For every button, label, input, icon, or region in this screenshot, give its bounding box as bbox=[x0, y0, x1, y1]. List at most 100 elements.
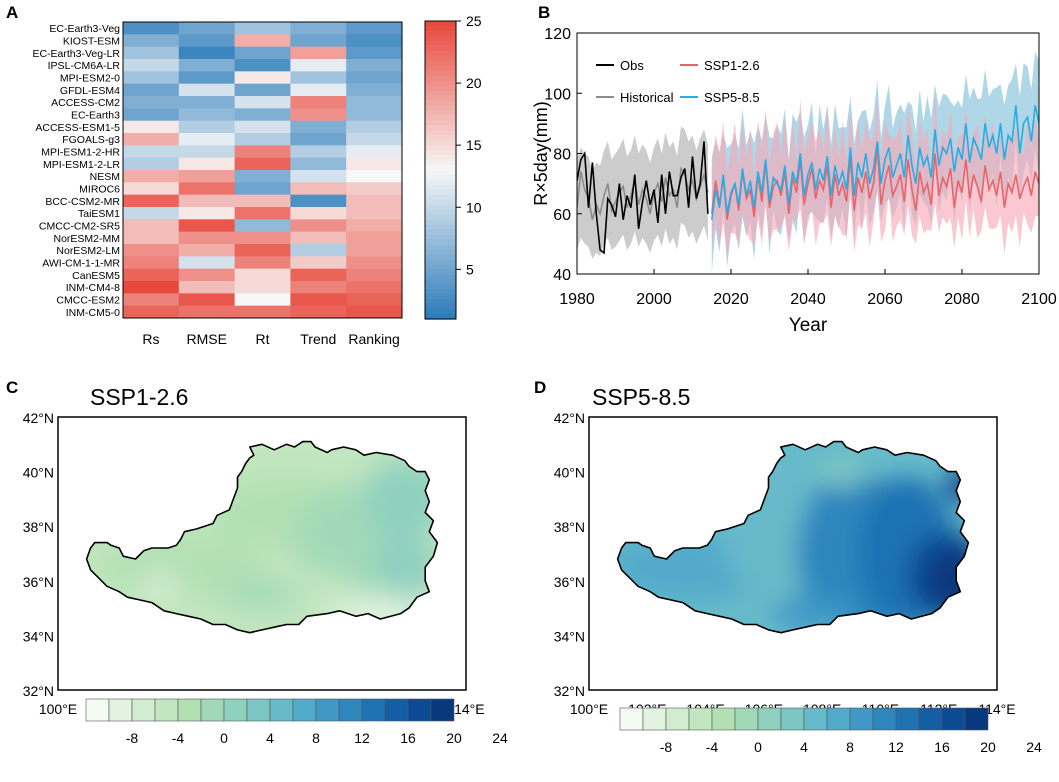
heatmap-cell bbox=[346, 96, 403, 109]
y-tick-label: 40 bbox=[553, 267, 571, 284]
heatmap-cell bbox=[234, 207, 291, 220]
latitude-label: 32°N bbox=[554, 683, 585, 699]
map-colorbar-box bbox=[803, 707, 828, 731]
heatmap-cell bbox=[178, 108, 236, 122]
heatmap-cell bbox=[346, 219, 403, 233]
heatmap-cell bbox=[178, 83, 236, 97]
heatmap-cell bbox=[123, 207, 180, 220]
longitude-label: 100°E bbox=[570, 701, 608, 717]
ssp585-line bbox=[711, 105, 1039, 220]
heatmap-cell bbox=[234, 305, 291, 319]
map-colorbar-box bbox=[849, 707, 874, 731]
heatmap-cell bbox=[290, 170, 347, 183]
heatmap-cell bbox=[178, 231, 236, 245]
heatmap-cell bbox=[290, 96, 347, 109]
map-colorbar-label: 4 bbox=[266, 730, 274, 746]
heatmap-cell bbox=[234, 293, 291, 307]
heatmap-cell bbox=[234, 231, 291, 245]
timeseries-panel: 1980 2000 2020 2040 2060 2080 2100 40 60 80 100 120… bbox=[531, 26, 1057, 336]
heatmap-cell bbox=[234, 256, 291, 270]
heatmap-cell bbox=[290, 108, 347, 122]
heatmap-cell bbox=[346, 120, 403, 134]
heatmap-cell bbox=[178, 281, 236, 294]
heatmap-row-label: CMCC-ESM2 bbox=[56, 295, 120, 307]
map-colorbar-box bbox=[430, 698, 455, 722]
map-colorbar-label: -4 bbox=[172, 730, 185, 746]
heatmap-cell bbox=[123, 305, 180, 319]
heatmap-cell bbox=[290, 219, 347, 233]
colorbar-segment bbox=[425, 125, 456, 131]
heatmap-row-label: MIROC6 bbox=[79, 184, 120, 196]
map-colorbar-box bbox=[131, 698, 156, 722]
heatmap-row-label: MPI-ESM2-0 bbox=[60, 73, 120, 85]
heatmap-cell bbox=[346, 231, 403, 245]
heatmap-cell bbox=[346, 83, 403, 97]
colorbar-segment bbox=[425, 130, 456, 136]
map-colorbar-label: 8 bbox=[312, 730, 320, 746]
heatmap-cell bbox=[178, 145, 236, 159]
heatmap-cell bbox=[123, 96, 180, 109]
heatmap-cell bbox=[290, 46, 347, 60]
heatmap-cell bbox=[290, 194, 347, 208]
heatmap-cell bbox=[178, 71, 236, 85]
map-colorbar-box bbox=[407, 698, 432, 722]
latitude-label: 40°N bbox=[23, 465, 54, 481]
map-colorbar-label: -8 bbox=[660, 739, 673, 755]
latitude-label: 38°N bbox=[23, 519, 54, 535]
map-colorbar-box bbox=[154, 698, 179, 722]
heatmap-cell bbox=[178, 34, 236, 48]
heatmap-cell bbox=[234, 145, 291, 159]
colorbar-segment bbox=[425, 194, 456, 201]
heatmap-row-label: MPI-ESM1-2-HR bbox=[41, 147, 120, 159]
x-axis-label: Year bbox=[789, 315, 828, 336]
heatmap-cell bbox=[346, 268, 403, 282]
heatmap-cell bbox=[290, 59, 347, 72]
colorbar-segment bbox=[425, 199, 456, 206]
heatmap-cell bbox=[123, 71, 180, 85]
map-colorbar-box bbox=[315, 698, 340, 722]
longitude-label: 100°E bbox=[39, 701, 77, 717]
colorbar-segment bbox=[425, 209, 456, 216]
heatmap-cell bbox=[123, 22, 180, 35]
heatmap-cell bbox=[234, 120, 291, 134]
colorbar-segment bbox=[425, 110, 456, 116]
colorbar-segment bbox=[425, 120, 456, 126]
heatmap-cell bbox=[123, 133, 180, 146]
colorbar-segment bbox=[425, 244, 456, 251]
heatmap-cell bbox=[123, 244, 180, 257]
contour-region bbox=[372, 534, 438, 600]
heatmap-row-label: MPI-ESM1-2-LR bbox=[43, 159, 120, 171]
heatmap-colorbar-frame bbox=[424, 20, 457, 320]
panel-d-letter: D bbox=[534, 378, 546, 397]
contour-region bbox=[817, 455, 867, 488]
heatmap-cell bbox=[178, 182, 236, 196]
colorbar-segment bbox=[425, 254, 456, 260]
heatmap-column-label: RMSE bbox=[186, 331, 226, 347]
colorbar-tick-label: 15 bbox=[466, 137, 482, 153]
heatmap-cell bbox=[178, 194, 236, 208]
heatmap-row-label: TaiESM1 bbox=[78, 208, 120, 220]
heatmap-cell bbox=[178, 120, 236, 134]
map-colorbar-box bbox=[826, 707, 851, 731]
heatmap-cell bbox=[346, 281, 403, 294]
colorbar-segment bbox=[425, 189, 456, 196]
heatmap-cell bbox=[234, 96, 291, 109]
panel-b-letter: B bbox=[538, 3, 550, 22]
map-colorbar-box bbox=[734, 707, 759, 731]
y-axis-label: R×5day(mm) bbox=[531, 101, 551, 206]
panel-c-letter: C bbox=[6, 378, 18, 397]
heatmap-row-label: INM-CM4-8 bbox=[66, 282, 120, 294]
heatmap-cell bbox=[178, 219, 236, 233]
heatmap-cell bbox=[290, 293, 347, 307]
heatmap-cell bbox=[178, 96, 236, 109]
colorbar-segment bbox=[425, 115, 456, 121]
colorbar-segment bbox=[425, 184, 456, 191]
heatmap-row-label: EC-Earth3-Veg bbox=[49, 23, 120, 35]
colorbar-segment bbox=[425, 160, 456, 166]
heatmap-cell bbox=[178, 157, 236, 171]
map-colorbar-box bbox=[269, 698, 294, 722]
colorbar-segment bbox=[425, 140, 456, 146]
colorbar-segment bbox=[425, 75, 456, 82]
heatmap-cell bbox=[346, 59, 403, 72]
heatmap-cell bbox=[346, 108, 403, 122]
